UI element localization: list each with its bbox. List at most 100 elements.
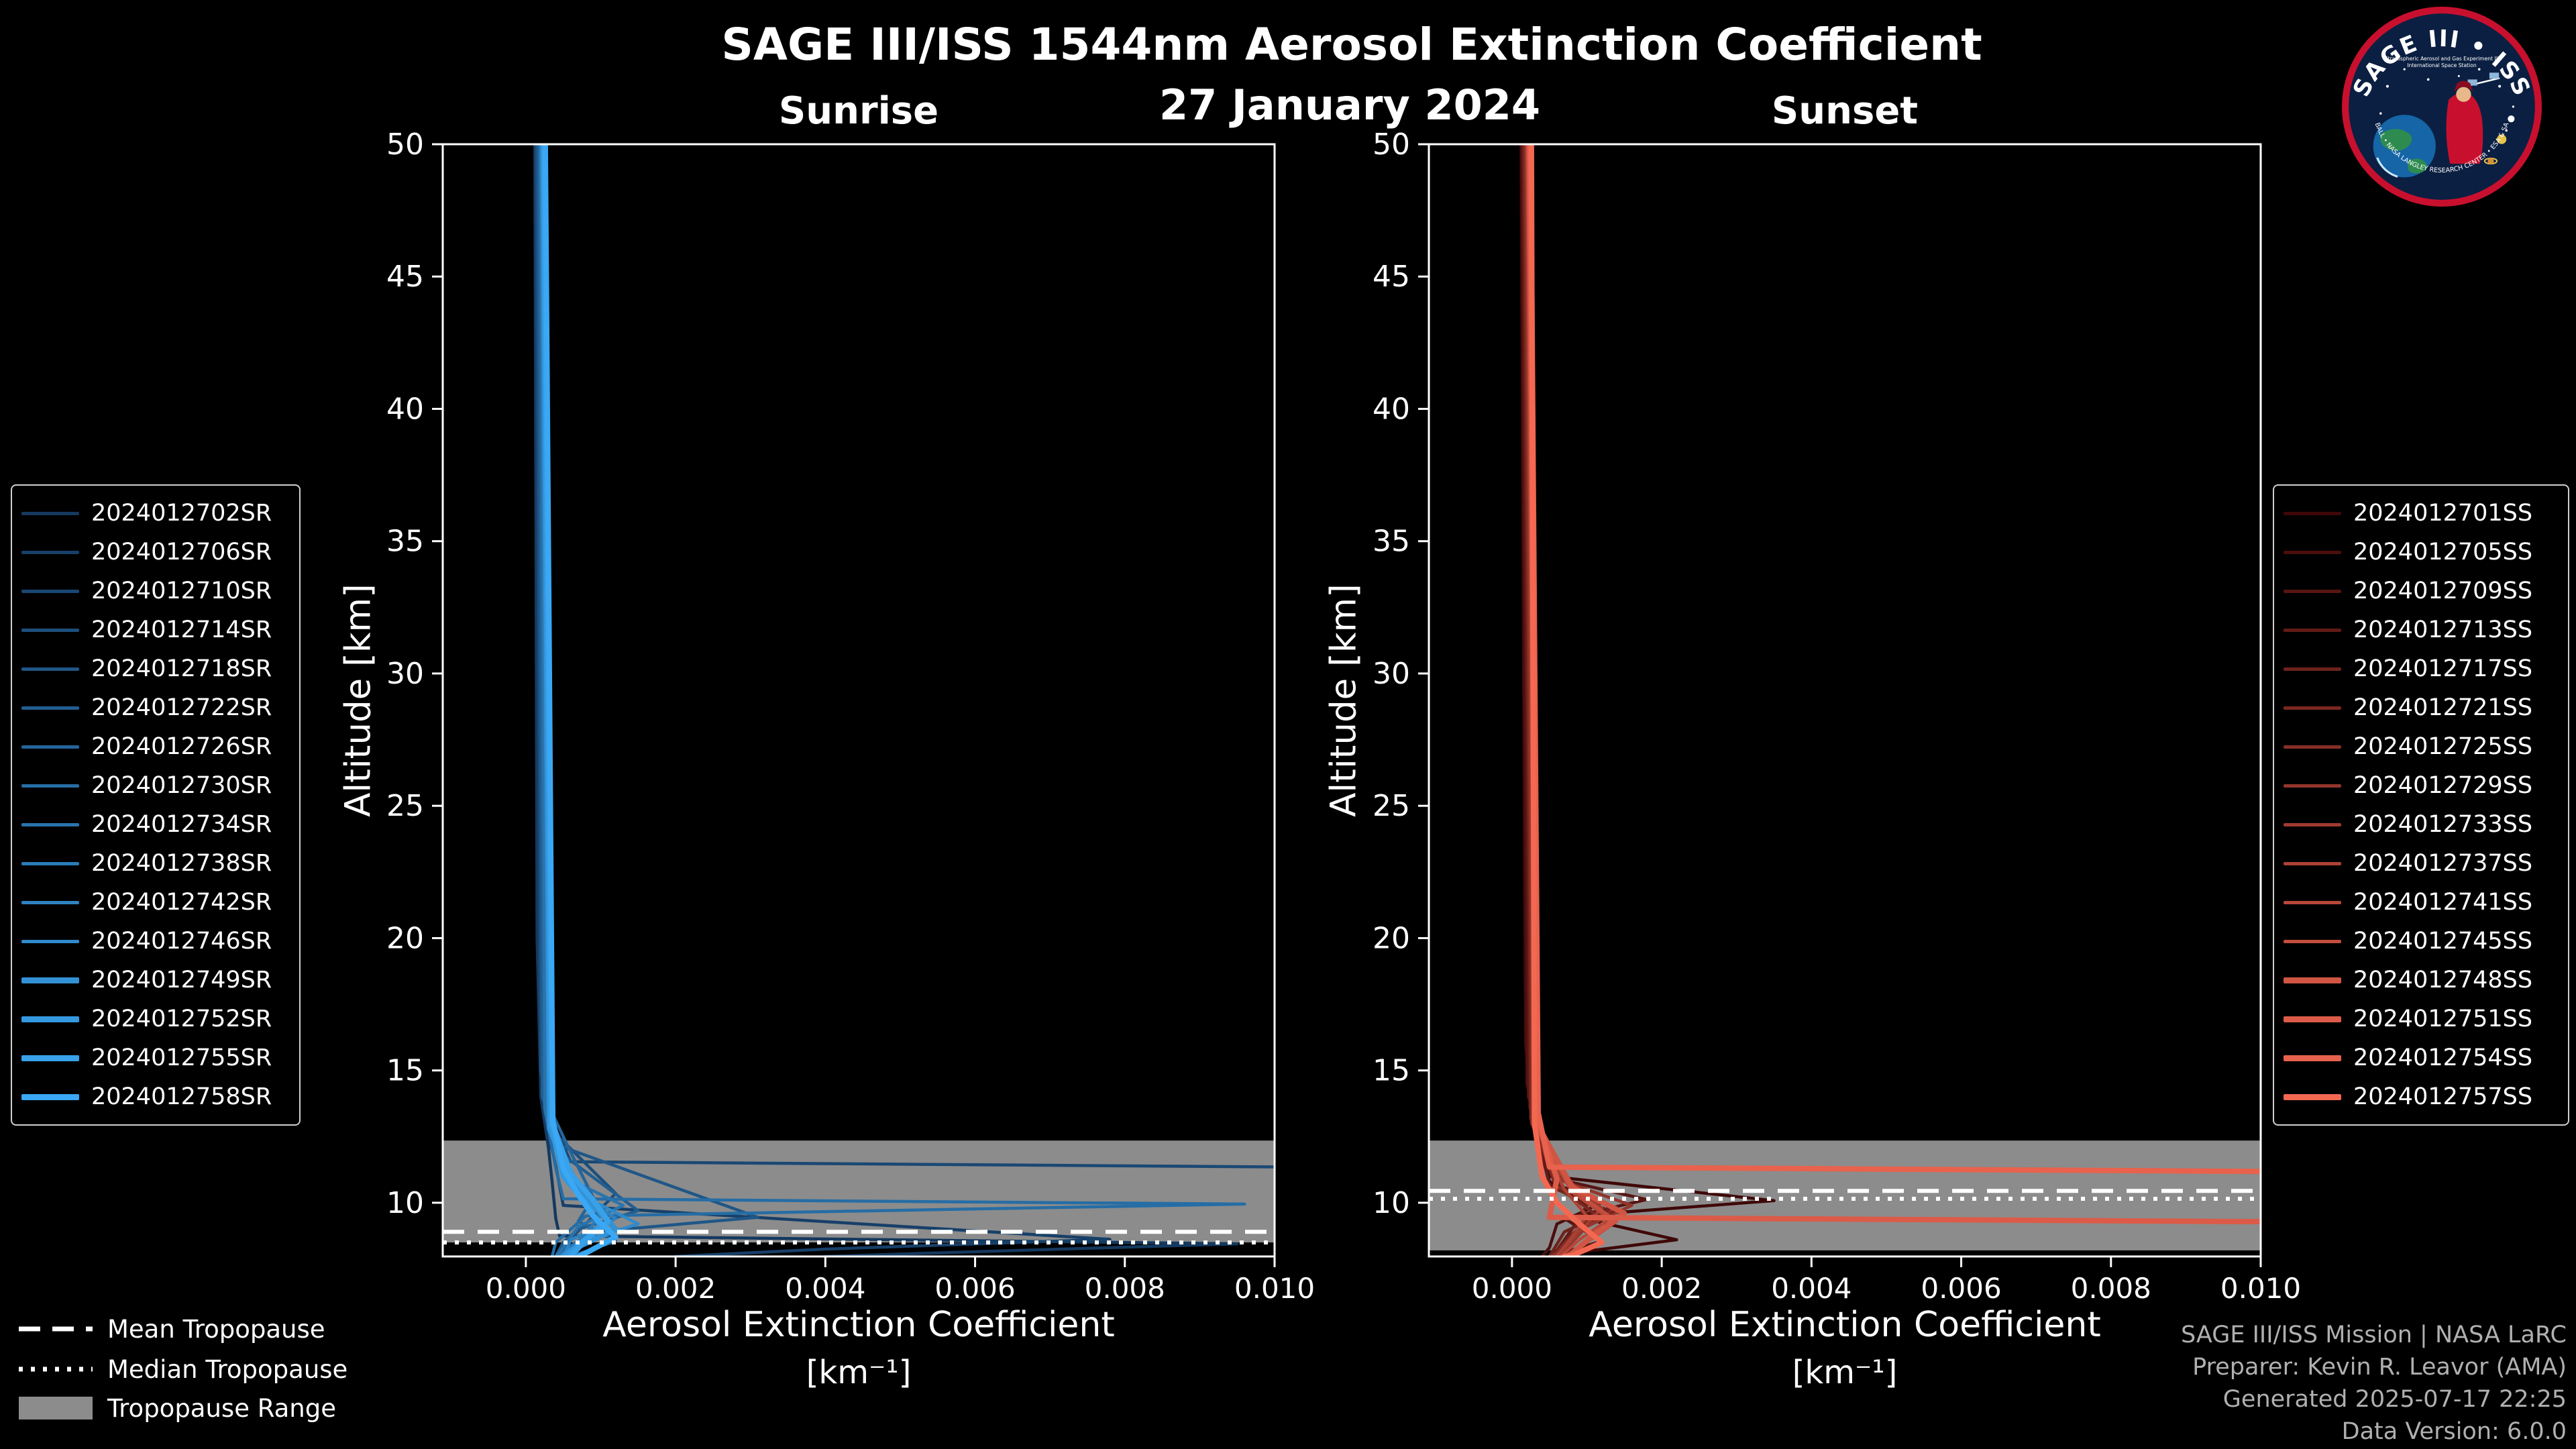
x-tick-label: 0.006 <box>934 1272 1015 1305</box>
sunset-plot-area <box>1429 144 2261 1256</box>
median-tropopause-legend-item: Median Tropopause <box>19 1354 347 1385</box>
range-patch-swatch <box>19 1397 93 1419</box>
sage-iii-iss-logo: SAGE III • ISS Stratospheric Aerosol and… <box>2342 7 2542 207</box>
tropopause-range-legend-item: Tropopause Range <box>19 1393 336 1424</box>
sunrise-y-axis-label: Altitude [km] <box>337 584 379 817</box>
profile-line-2024012729SS <box>1524 144 1633 1256</box>
legend-item: 2024012713SS <box>2274 610 2568 649</box>
dotted-line-swatch <box>19 1366 93 1372</box>
mean-tropopause-legend-item: Mean Tropopause <box>19 1313 325 1344</box>
x-tick-label: 0.004 <box>785 1272 865 1305</box>
x-tick-label: 0.000 <box>1472 1272 1552 1305</box>
y-tick-label: 50 <box>386 127 424 162</box>
logo-iss-sketch <box>2465 72 2500 87</box>
legend-item-label: 2024012749SR <box>91 967 272 994</box>
profile-line-2024012734SR <box>539 144 625 1256</box>
sunset-legend: 2024012701SS 2024012705SS 2024012709SS 2024… <box>2273 484 2569 1126</box>
legend-item-label: 2024012748SS <box>2353 967 2533 994</box>
credits-preparer-line: Preparer: Kevin R. Leavor (AMA) <box>2192 1354 2567 1381</box>
y-tick-label: 40 <box>1373 392 1410 426</box>
legend-item: 2024012710SR <box>12 572 299 610</box>
legend-item-label: 2024012722SR <box>91 694 272 721</box>
sunset-x-axis-label: Aerosol Extinction Coefficient <box>1589 1305 2101 1345</box>
legend-item-label: 2024012733SS <box>2353 811 2533 838</box>
legend-item-label: 2024012702SR <box>91 500 272 527</box>
profile-line-2024012710SR <box>535 144 1275 1169</box>
legend-item: 2024012714SR <box>12 610 299 649</box>
legend-line-swatch <box>21 784 79 788</box>
legend-item: 2024012706SR <box>12 533 299 572</box>
y-tick-label: 30 <box>1373 657 1410 691</box>
y-tick-label: 15 <box>386 1054 424 1088</box>
logo-planets <box>2483 115 2515 165</box>
x-tick-label: 0.002 <box>1621 1272 1702 1305</box>
legend-item: 2024012742SR <box>12 883 299 922</box>
legend-line-swatch <box>2284 1016 2341 1022</box>
legend-line-swatch <box>21 667 79 671</box>
legend-line-swatch <box>2284 550 2341 554</box>
legend-item: 2024012752SR <box>12 1000 299 1038</box>
legend-item: 2024012730SR <box>12 766 299 805</box>
logo-subtitle-2: International Space Station <box>2407 62 2477 68</box>
legend-line-swatch <box>2284 511 2341 515</box>
legend-item: 2024012746SR <box>12 922 299 961</box>
legend-line-swatch <box>2284 977 2341 983</box>
legend-item: 2024012751SS <box>2274 1000 2568 1038</box>
legend-line-swatch <box>21 939 79 943</box>
legend-item: 2024012709SS <box>2274 572 2568 610</box>
sunrise-x-axis-unit: [km⁻¹] <box>806 1354 912 1391</box>
legend-line-swatch <box>2284 628 2341 632</box>
credits-mission-line: SAGE III/ISS Mission | NASA LaRC <box>2181 1322 2567 1348</box>
sunrise-x-axis-label: Aerosol Extinction Coefficient <box>602 1305 1115 1345</box>
legend-line-swatch <box>21 1055 79 1061</box>
sunset-y-axis-label: Altitude [km] <box>1323 584 1364 817</box>
legend-line-swatch <box>21 1093 79 1100</box>
legend-item: 2024012705SS <box>2274 533 2568 572</box>
profile-line-2024012718SR <box>536 144 760 1256</box>
legend-line-swatch <box>2284 939 2341 943</box>
legend-item-label: 2024012742SR <box>91 889 272 916</box>
logo-earth <box>2373 115 2436 178</box>
legend-item-label: 2024012706SR <box>91 539 272 566</box>
legend-item-label: 2024012741SS <box>2353 889 2533 916</box>
y-tick-label: 15 <box>1373 1054 1410 1088</box>
profile-line-2024012730SR <box>538 144 1246 1256</box>
legend-item-label: 2024012721SS <box>2353 694 2533 721</box>
legend-item: 2024012725SS <box>2274 727 2568 766</box>
legend-line-swatch <box>21 511 79 515</box>
y-tick-label: 35 <box>1373 525 1410 559</box>
legend-item: 2024012757SS <box>2274 1077 2568 1116</box>
y-tick-label: 45 <box>386 260 424 294</box>
x-tick-label: 0.002 <box>635 1272 716 1305</box>
legend-item-label: 2024012705SS <box>2353 539 2533 566</box>
legend-item: 2024012702SR <box>12 494 299 533</box>
legend-item: 2024012755SR <box>12 1038 299 1077</box>
legend-item-label: 2024012717SS <box>2353 655 2533 682</box>
legend-item-label: 2024012713SS <box>2353 616 2533 643</box>
legend-line-swatch <box>2284 822 2341 826</box>
legend-item: 2024012721SS <box>2274 688 2568 727</box>
profile-line-2024012706SR <box>534 144 1112 1256</box>
y-tick-label: 20 <box>1373 921 1410 955</box>
legend-item-label: 2024012752SR <box>91 1006 272 1032</box>
legend-item: 2024012738SR <box>12 844 299 883</box>
x-tick-label: 0.010 <box>2220 1272 2301 1305</box>
legend-item: 2024012734SR <box>12 805 299 844</box>
legend-item-label: 2024012751SS <box>2353 1006 2533 1032</box>
legend-line-swatch <box>21 589 79 593</box>
legend-item-label: 2024012738SR <box>91 850 272 877</box>
x-tick-label: 0.006 <box>1921 1272 2001 1305</box>
legend-item-label: 2024012725SS <box>2353 733 2533 760</box>
y-tick-label: 25 <box>386 789 424 823</box>
y-tick-label: 45 <box>1373 260 1410 294</box>
legend-item-label: 2024012701SS <box>2353 500 2533 527</box>
legend-item: 2024012758SR <box>12 1077 299 1116</box>
legend-item: 2024012722SR <box>12 688 299 727</box>
x-tick-label: 0.004 <box>1771 1272 1851 1305</box>
legend-item-label: 2024012718SR <box>91 655 272 682</box>
legend-item: 2024012754SS <box>2274 1038 2568 1077</box>
profile-line-2024012701SS <box>1519 144 1776 1256</box>
x-tick-label: 0.008 <box>2071 1272 2151 1305</box>
legend-line-swatch <box>21 822 79 826</box>
